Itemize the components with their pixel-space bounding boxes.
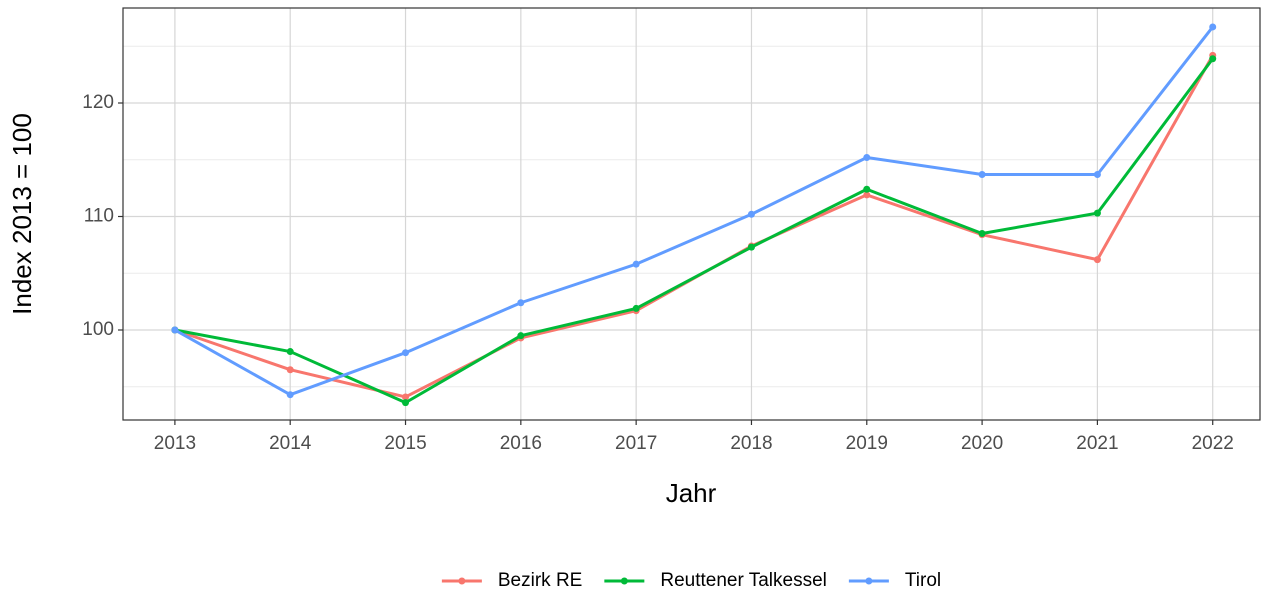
y-tick-label: 110 [84,206,114,227]
x-tick-label: 2015 [384,433,426,454]
data-point [863,153,871,161]
x-tick-label: 2021 [1076,433,1118,454]
legend-key-point [620,577,628,585]
x-tick-label: 2013 [154,433,196,454]
plot-border [122,7,1261,421]
data-point [286,348,294,356]
x-tick-label: 2014 [269,433,312,454]
series-line [174,54,1215,399]
x-tick-label: 2018 [730,433,772,454]
y-tick-label: 120 [82,92,114,113]
legend-key-point [458,577,466,585]
x-axis-title: Jahr [666,478,717,508]
legend-label: Reuttener Talkessel [660,570,827,591]
x-tick-label: 2020 [961,433,1003,454]
data-point [978,171,986,179]
data-point [1093,171,1101,179]
data-point [1093,256,1101,264]
data-point [1209,23,1217,31]
data-point [747,210,755,218]
x-tick-label: 2019 [846,433,888,454]
data-point [1209,55,1217,63]
data-point [632,260,640,268]
data-point [402,393,410,401]
data-point [402,349,410,357]
y-tick-label: 100 [82,319,114,340]
legend-label: Bezirk RE [498,570,582,591]
series-line [174,57,1214,405]
data-point [286,391,294,399]
x-tick-label: 2022 [1192,433,1234,454]
data-point [286,366,294,374]
series-line [174,26,1214,397]
x-tick-label: 2017 [615,433,657,454]
data-point [171,326,179,334]
data-point [632,304,640,312]
legend-key-point [865,577,873,585]
data-point [517,332,525,340]
y-axis-title: Index 2013 = 100 [7,113,37,315]
data-point [978,230,986,238]
data-point [747,243,755,251]
data-point [402,399,410,407]
data-point [863,191,871,199]
data-point [863,185,871,193]
data-point [517,299,525,307]
data-point [1093,209,1101,217]
x-tick-label: 2016 [500,433,542,454]
legend-label: Tirol [905,570,941,591]
